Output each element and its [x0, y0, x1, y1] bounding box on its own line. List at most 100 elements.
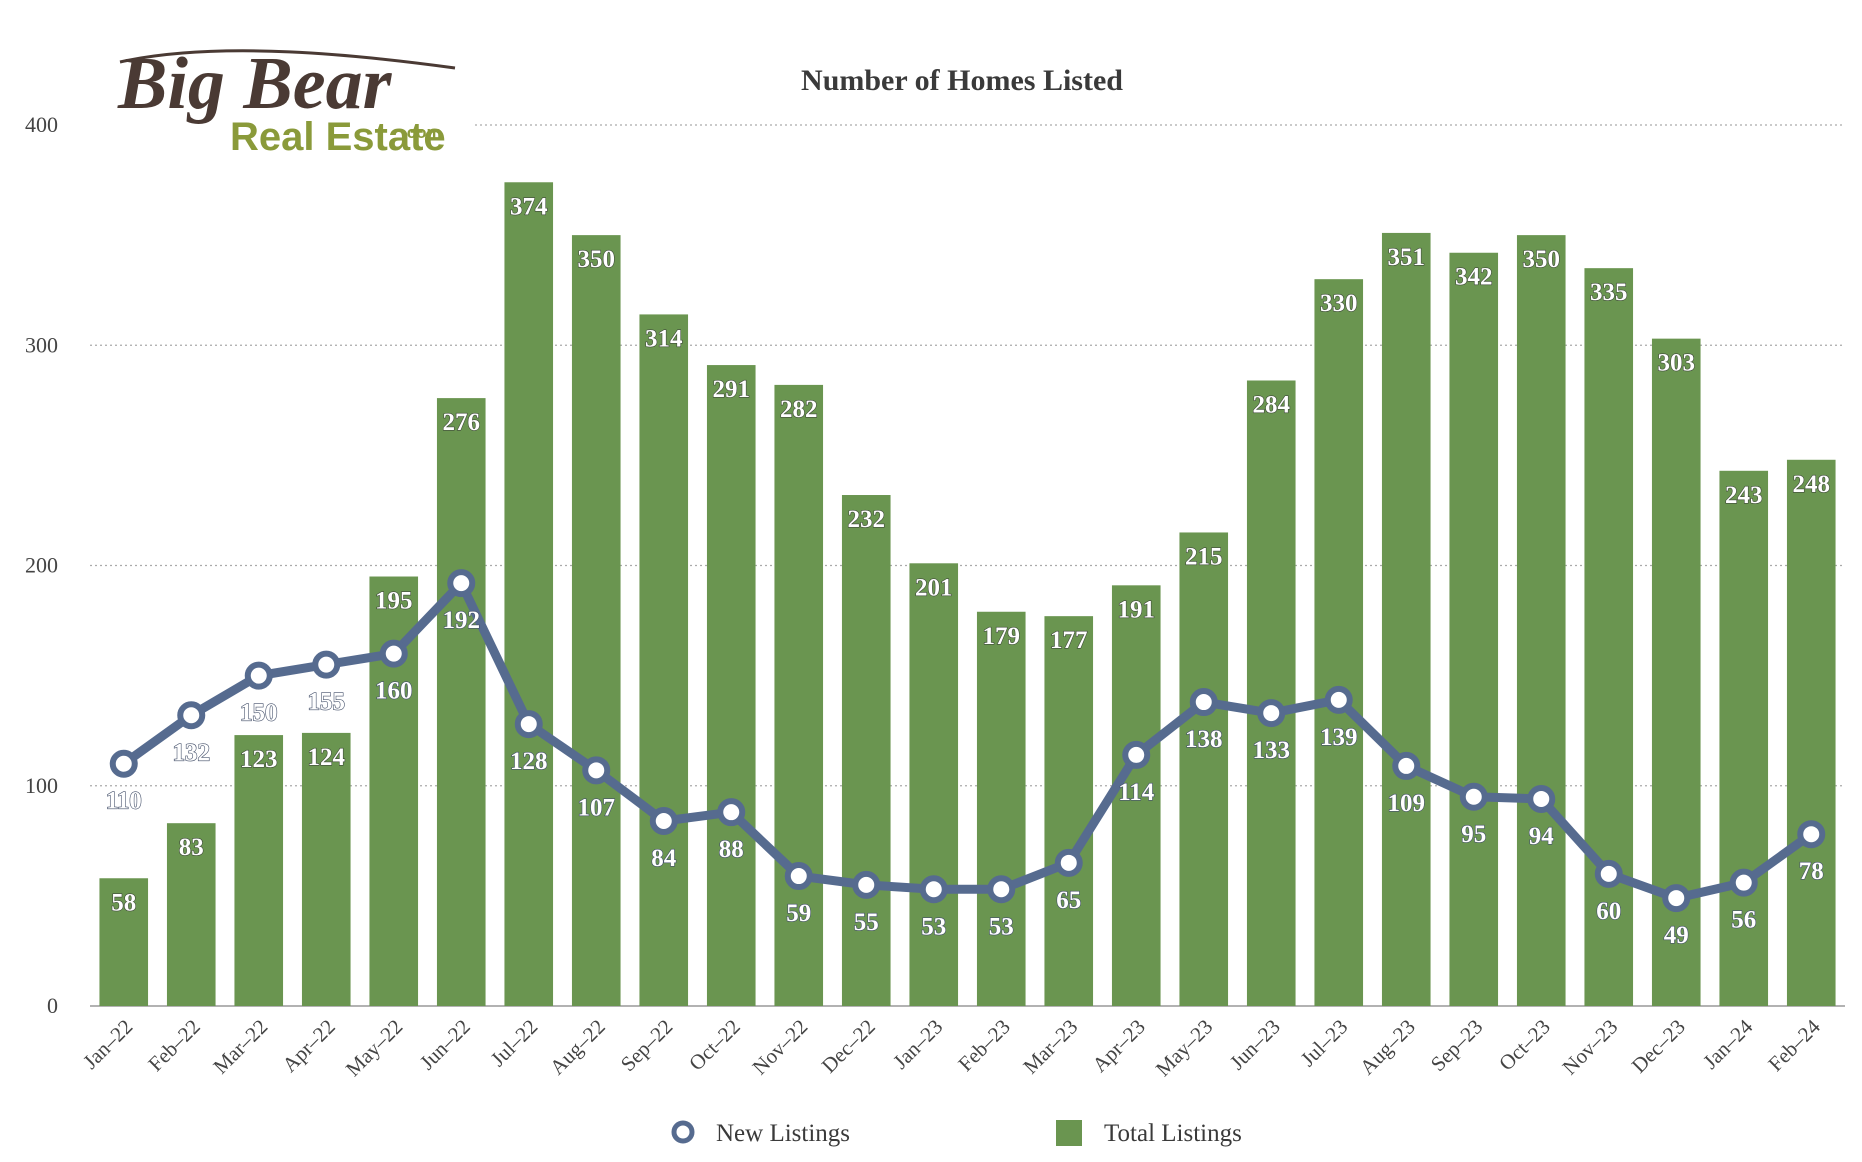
logo-line2: Real Estate: [230, 115, 446, 159]
line-point: [244, 661, 273, 690]
line-point: [1594, 859, 1623, 888]
x-tick-label: Apr–23: [1087, 1015, 1149, 1077]
x-tick-label: Mar–23: [1018, 1015, 1082, 1079]
line-point: [1527, 784, 1556, 813]
line-value-label: 150: [240, 700, 278, 727]
x-tick-label: Jul–23: [1296, 1015, 1353, 1072]
y-tick-label: 400: [25, 112, 58, 137]
x-tick-label: Aug–22: [545, 1015, 610, 1080]
x-tick-label: Jan–22: [78, 1015, 137, 1074]
bar-value-label: 195: [375, 588, 413, 615]
bar: [166, 823, 216, 1006]
y-tick-label: 300: [25, 332, 58, 357]
bar-value-label: 330: [1320, 290, 1358, 317]
line-value-label: 192: [443, 607, 481, 634]
bar: [1381, 232, 1431, 1007]
line-value-label: 84: [651, 845, 677, 872]
line-point: [919, 875, 948, 904]
line-value-label: 133: [1253, 737, 1291, 764]
legend-total-listings-swatch: [1056, 1120, 1082, 1146]
x-tick-label: Jan–23: [888, 1015, 947, 1074]
bar-value-label: 335: [1590, 279, 1628, 306]
line-point: [109, 749, 138, 778]
bar: [1786, 459, 1836, 1006]
legend: New Listings Total Listings: [671, 1120, 1242, 1147]
line-value-label: 56: [1731, 907, 1756, 934]
bar: [1246, 380, 1296, 1006]
x-tick-label: Dec–23: [1627, 1015, 1690, 1078]
y-tick-label: 100: [25, 773, 58, 798]
total-listings-bars: 58 83 123 124 195 276 374 350 314 291 282 232 201 179…: [99, 182, 1836, 1007]
x-tick-label: Oct–22: [684, 1015, 745, 1076]
bar: [504, 182, 554, 1006]
bar: [1449, 252, 1499, 1006]
x-tick-label: Jul–22: [486, 1015, 543, 1072]
line-point: [1797, 820, 1826, 849]
line-point: [1054, 848, 1083, 877]
line-value-label: 60: [1596, 898, 1621, 925]
gridlines: [90, 124, 1845, 1007]
x-tick-label: Jun–22: [415, 1015, 475, 1075]
bar-value-label: 215: [1185, 543, 1223, 570]
y-tick-label: 0: [47, 993, 58, 1018]
legend-new-listings-marker: [671, 1120, 695, 1144]
bar-value-label: 177: [1050, 627, 1088, 654]
bar-value-label: 342: [1455, 264, 1493, 291]
bar: [841, 495, 891, 1006]
line-point: [784, 862, 813, 891]
line-point: [649, 806, 678, 835]
x-tick-label: Sep–22: [616, 1015, 678, 1077]
y-tick-label: 200: [25, 553, 58, 578]
x-tick-label: Feb–24: [1763, 1014, 1825, 1076]
x-tick-label: May–23: [1151, 1015, 1217, 1081]
legend-total-listings-label: Total Listings: [1104, 1120, 1242, 1147]
line-point: [1729, 868, 1758, 897]
bar: [1179, 532, 1229, 1006]
bar: [1584, 268, 1634, 1007]
bar: [436, 398, 486, 1006]
bar-value-label: 276: [443, 409, 481, 436]
x-tick-label: Feb–22: [143, 1015, 205, 1077]
bar-value-label: 201: [915, 574, 953, 601]
x-tick-label: Jun–23: [1225, 1015, 1285, 1075]
line-point: [582, 756, 611, 785]
bar: [99, 878, 149, 1006]
logo-suffix: .com: [402, 123, 442, 142]
bar-value-label: 83: [179, 834, 204, 861]
x-tick-label: Mar–22: [208, 1015, 272, 1079]
line-value-label: 139: [1320, 724, 1358, 751]
y-axis: 0 100 200 300 400: [25, 112, 58, 1018]
line-value-label: 78: [1799, 858, 1824, 885]
bar-value-label: 291: [713, 376, 751, 403]
x-tick-label: Sep–23: [1426, 1015, 1488, 1077]
line-value-label: 53: [921, 913, 946, 940]
line-point: [379, 639, 408, 668]
line-point: [1189, 688, 1218, 717]
line-value-label: 107: [578, 794, 616, 821]
bar-value-label: 243: [1725, 482, 1763, 509]
line-point: [177, 701, 206, 730]
bar-value-label: 123: [240, 746, 278, 773]
bar: [1516, 235, 1566, 1006]
line-value-label: 55: [854, 909, 879, 936]
bar: [639, 314, 689, 1006]
bar: [1111, 585, 1161, 1006]
bar-value-label: 314: [645, 325, 683, 352]
bar: [909, 563, 959, 1006]
bar-value-label: 179: [983, 623, 1021, 650]
bar-value-label: 350: [578, 246, 616, 273]
line-value-label: 88: [719, 836, 744, 863]
line-value-label: 114: [1118, 779, 1155, 806]
bar-value-label: 191: [1118, 596, 1156, 623]
line-point: [1122, 740, 1151, 769]
line-point: [312, 650, 341, 679]
x-tick-label: Aug–23: [1355, 1015, 1420, 1080]
line-value-label: 59: [786, 900, 811, 927]
logo-line1: Big Bear: [117, 43, 393, 125]
legend-new-listings-label: New Listings: [716, 1120, 850, 1147]
x-tick-label: Apr–22: [277, 1015, 339, 1077]
line-point: [1324, 685, 1353, 714]
line-point: [852, 870, 881, 899]
line-value-label: 94: [1529, 823, 1555, 850]
